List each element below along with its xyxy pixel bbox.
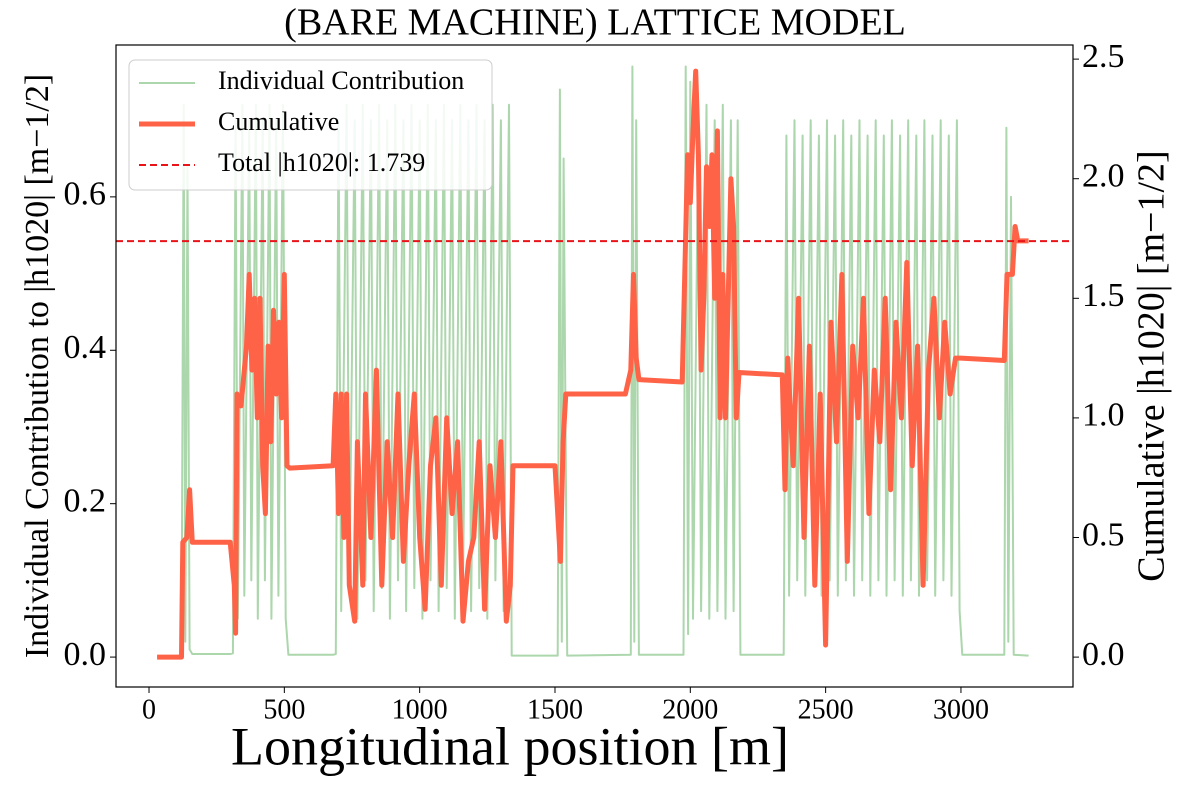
- y2-tick-label: 2.0: [1082, 158, 1125, 195]
- x-tick-label: 0: [142, 694, 156, 725]
- y-tick-label: 0.6: [64, 176, 107, 213]
- y-tick-label: 0.4: [64, 329, 107, 366]
- x-tick-label: 2500: [798, 694, 854, 725]
- x-axis-label: Longitudinal position [m]: [231, 716, 789, 776]
- chart-title: (BARE MACHINE) LATTICE MODEL: [284, 2, 906, 44]
- x-tick-label: 2000: [662, 694, 718, 725]
- y2-tick-label: 1.0: [1082, 397, 1125, 434]
- y-tick-label: 0.2: [64, 482, 107, 519]
- legend-box: [128, 59, 493, 191]
- x-tick-label: 3000: [933, 694, 989, 725]
- x-tick-label: 500: [263, 694, 305, 725]
- series-line: [157, 68, 1029, 660]
- y2-tick-label: 0.5: [1082, 516, 1125, 553]
- legend-label: Individual Contribution: [218, 66, 464, 95]
- y2-axis-label: Cumulative |h1020| [m−1/2]: [1131, 150, 1173, 581]
- y-axis-label: Individual Contribution to |h1020| [m−1/…: [19, 74, 56, 658]
- legend-label: Cumulative: [218, 107, 339, 136]
- x-tick-label: 1000: [392, 694, 448, 725]
- y-tick-label: 0.0: [64, 636, 107, 673]
- y2-tick-label: 0.0: [1082, 636, 1125, 673]
- y2-tick-label: 2.5: [1082, 38, 1125, 75]
- plot-frame: [115, 44, 1074, 688]
- legend-label: Total |h1020|: 1.739: [218, 148, 425, 177]
- series-line: [157, 65, 1029, 659]
- y2-tick-label: 1.5: [1082, 277, 1125, 314]
- plot-area: [116, 65, 1073, 660]
- x-tick-label: 1500: [527, 694, 583, 725]
